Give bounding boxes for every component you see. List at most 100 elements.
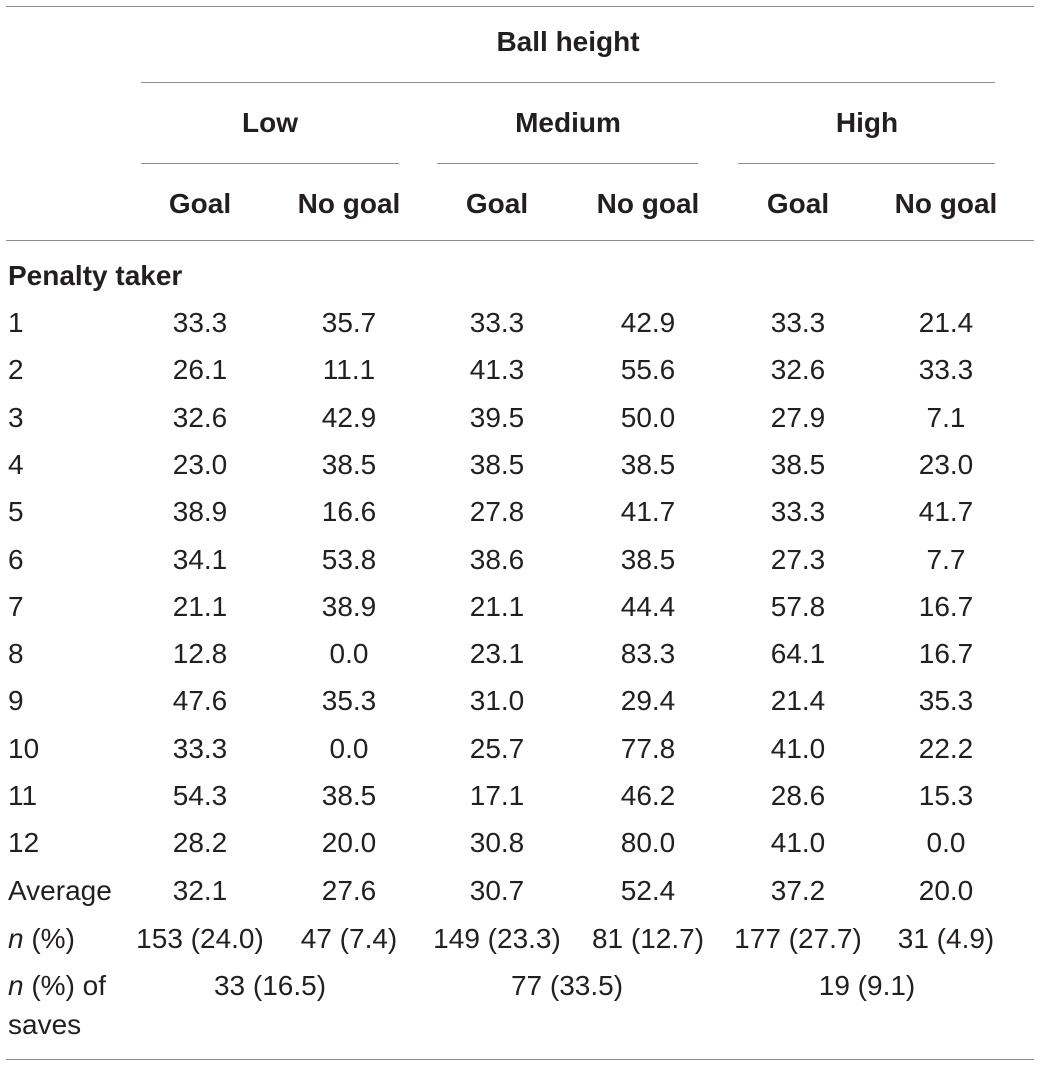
subcol-header-high-no-goal: No goal — [894, 188, 998, 219]
table-cell: 21.1 — [172, 590, 228, 622]
n-symbol: n — [8, 923, 24, 954]
table-cell: 17.1 — [469, 780, 525, 811]
table-cell: 38.6 — [469, 543, 525, 575]
subcol-header-low-goal: Goal — [168, 188, 232, 219]
ball-height-header: Ball height — [496, 26, 640, 57]
table-cell: 31 (4.9) — [897, 923, 995, 954]
table-cell: 38.5 — [770, 448, 826, 480]
table-cell: 33.3 — [469, 307, 525, 338]
group-header-medium: Medium — [515, 107, 621, 138]
table-cell: 39.5 — [469, 401, 525, 433]
row-label: 7 — [8, 590, 24, 622]
group-header-high: High — [835, 107, 899, 138]
row-label: 1 — [8, 307, 24, 338]
row-label: 10 — [8, 732, 40, 764]
table-cell: 41.3 — [469, 354, 525, 386]
table-cell: 31.0 — [469, 685, 525, 717]
table-cell: 27.3 — [770, 543, 826, 575]
saves-cell-medium: 77 (33.5) — [510, 970, 624, 1001]
table-cell: 41.7 — [620, 496, 676, 528]
row-label: 12 — [8, 827, 40, 859]
table-cell: 34.1 — [172, 543, 228, 575]
table-cell: 32.6 — [770, 354, 826, 386]
table-cell: 30.8 — [469, 827, 525, 859]
table-cell: 23.0 — [172, 448, 228, 480]
table-cell: 33.3 — [918, 354, 974, 386]
group-header-low: Low — [242, 107, 298, 138]
table-cell: 23.0 — [918, 448, 974, 480]
table-cell: 35.3 — [321, 685, 377, 717]
low-rule — [141, 163, 399, 164]
table-cell: 42.9 — [321, 401, 377, 433]
row-label: 5 — [8, 496, 24, 528]
row-label: 9 — [8, 685, 24, 717]
table-cell: 57.8 — [770, 590, 826, 622]
table-cell: 38.5 — [469, 448, 525, 480]
table-cell: 16.7 — [918, 638, 974, 670]
table-cell: 0.0 — [926, 827, 966, 859]
table-cell: 28.6 — [770, 780, 826, 811]
table-cell: 27.6 — [321, 874, 377, 906]
medium-rule — [437, 163, 698, 164]
table-cell: 21.4 — [770, 685, 826, 717]
table-cell: 38.5 — [321, 780, 377, 811]
table-cell: 20.0 — [918, 874, 974, 906]
table-cell: 54.3 — [172, 780, 228, 811]
table-cell: 55.6 — [620, 354, 676, 386]
table-cell: 41.7 — [918, 496, 974, 528]
subcol-header-medium-goal: Goal — [465, 188, 529, 219]
bottom-rule — [6, 1059, 1034, 1060]
table-cell: 30.7 — [469, 874, 525, 906]
top-rule — [6, 6, 1034, 7]
table-cell: 7.1 — [926, 401, 966, 433]
table-cell: 27.8 — [469, 496, 525, 528]
table-cell: 50.0 — [620, 401, 676, 433]
table-cell: 47 (7.4) — [300, 923, 398, 954]
table-cell: 38.5 — [620, 448, 676, 480]
table-cell: 53.8 — [321, 543, 377, 575]
section-label-penalty-taker: Penalty taker — [8, 260, 183, 291]
table-cell: 32.6 — [172, 401, 228, 433]
table-cell: 20.0 — [321, 827, 377, 859]
table-cell: 41.0 — [770, 732, 826, 764]
table-cell: 33.3 — [770, 496, 826, 528]
table-cell: 37.2 — [770, 874, 826, 906]
table-cell: 15.3 — [918, 780, 974, 811]
row-label: 4 — [8, 448, 24, 480]
table-cell: 64.1 — [770, 638, 826, 670]
row-label: 8 — [8, 638, 24, 670]
subcol-header-low-no-goal: No goal — [297, 188, 401, 219]
table-cell: 29.4 — [620, 685, 676, 717]
table-cell: 38.5 — [620, 543, 676, 575]
saves-row-label: n (%) of — [8, 969, 106, 1003]
saves-row-label-rest: (%) of — [23, 970, 107, 1001]
table-cell: 11.1 — [322, 354, 376, 386]
table-cell: 47.6 — [172, 685, 228, 717]
n-symbol: n — [8, 970, 24, 1001]
high-rule — [738, 163, 995, 164]
table-cell: 33.3 — [172, 732, 228, 764]
table-cell: 46.2 — [620, 780, 676, 811]
saves-cell-low: 33 (16.5) — [213, 970, 327, 1001]
saves-row-label-line2: saves — [8, 1009, 82, 1040]
table-cell: 33.3 — [770, 307, 826, 338]
table-cell: 52.4 — [620, 874, 676, 906]
table-cell: 22.2 — [918, 732, 974, 764]
table-cell: 42.9 — [620, 307, 676, 338]
table-cell: 38.9 — [321, 590, 377, 622]
subcol-header-high-goal: Goal — [766, 188, 830, 219]
table-cell: 12.8 — [172, 638, 228, 670]
table-cell: 149 (23.3) — [433, 923, 561, 954]
table-cell: 35.3 — [918, 685, 974, 717]
table-cell: 35.7 — [321, 307, 377, 338]
table-cell: 80.0 — [620, 827, 676, 859]
header-bottom-rule — [6, 240, 1034, 241]
table-cell: 177 (27.7) — [734, 923, 862, 954]
table-cell: 23.1 — [469, 638, 525, 670]
table-cell: 77.8 — [620, 732, 676, 764]
row-label: 2 — [8, 354, 24, 386]
table-cell: 28.2 — [172, 827, 228, 859]
table-cell: 16.7 — [918, 590, 974, 622]
table-cell: 41.0 — [770, 827, 826, 859]
